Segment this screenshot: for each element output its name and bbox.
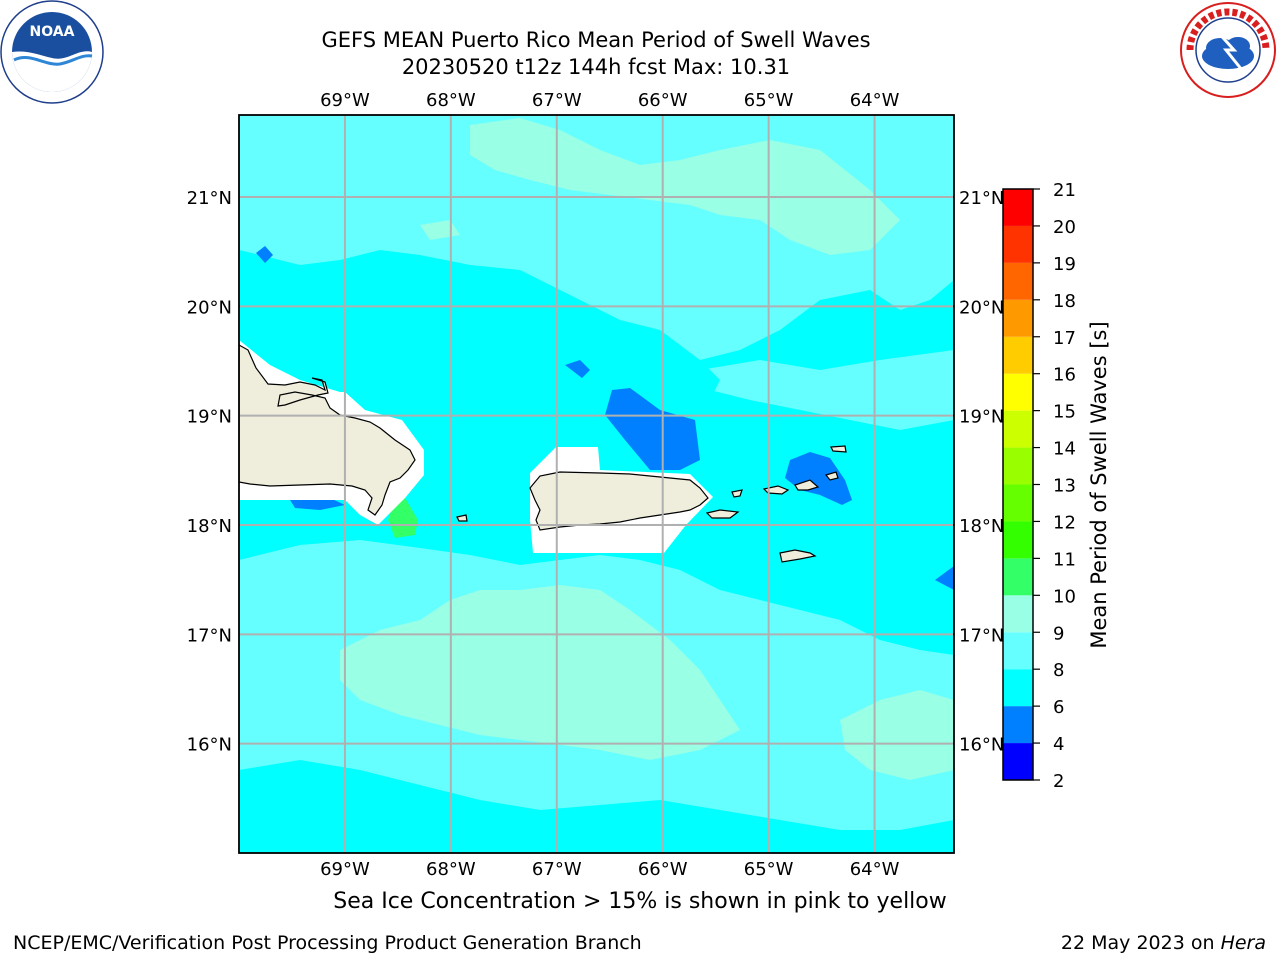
noaa-logo-text: NOAA [30, 24, 75, 40]
colorbar-tick-label: 10 [1053, 586, 1076, 607]
swell-region-4-6-virgin [785, 452, 852, 505]
colorbar-tick-label: 17 [1053, 328, 1076, 349]
lon-label-top: 64°W [850, 90, 900, 111]
land-st-croix [779, 549, 817, 563]
sea-ice-note: Sea Ice Concentration > 15% is shown in … [333, 889, 947, 914]
lon-label-bottom: 66°W [638, 859, 688, 880]
land-virgin-gorda [824, 471, 839, 481]
lat-label-left: 21°N [187, 188, 232, 209]
land-tortola [794, 479, 820, 491]
colorbar-tick-label: 9 [1053, 623, 1064, 644]
colorbar-segment [1003, 189, 1033, 226]
colorbar-segment [1003, 558, 1033, 596]
lon-label-top: 65°W [744, 90, 794, 111]
colorbar-tick-label: 11 [1053, 549, 1076, 570]
lat-label-right: 17°N [959, 625, 1004, 646]
swell-region-9-10 [470, 118, 900, 255]
land-culebra [731, 489, 743, 498]
swell-region-4-6-south-hisp [290, 498, 345, 510]
footer-date: 22 May 2023 on Hera [1061, 932, 1266, 954]
field-layer [239, 115, 954, 853]
colorbar-segment [1003, 521, 1033, 559]
colorbar-tick-label: 15 [1053, 402, 1076, 423]
footer-branch: NCEP/EMC/Verification Post Processing Pr… [13, 932, 642, 954]
lat-label-left: 16°N [187, 735, 232, 756]
axis-labels: 69°W 69°W 68°W 68°W 67°W 67°W 66°W 66°W 65°W 65°W… [187, 90, 1005, 880]
colorbar-tick-label: 4 [1053, 734, 1064, 755]
map-subtitle: 20230520 t12z 144h fcst Max: 10.31 [401, 55, 791, 79]
swell-region-10-11 [388, 498, 418, 538]
land-mona [456, 514, 468, 522]
colorbar-segment [1003, 484, 1033, 522]
colorbar-segment [1003, 299, 1033, 337]
noaa-logo-icon: NOAA [0, 0, 104, 104]
lon-label-top: 67°W [532, 90, 582, 111]
colorbar-segment [1003, 706, 1033, 744]
colorbar-tick-label: 6 [1053, 697, 1064, 718]
colorbar-tick-label: 19 [1053, 254, 1076, 275]
swell-region-9-10-central [340, 585, 740, 760]
land-virgin-islands [762, 485, 790, 495]
footer-date-text: 22 May 2023 on [1060, 932, 1221, 954]
colorbar-segment [1003, 669, 1033, 707]
footer-machine: Hera [1220, 932, 1266, 954]
colorbar-tick-label: 13 [1053, 476, 1076, 497]
lat-label-left: 19°N [187, 407, 232, 428]
colorbar-segment [1003, 262, 1033, 300]
nws-logo-icon [1176, 0, 1280, 100]
colorbar-tick-label: 18 [1053, 291, 1076, 312]
colorbar-tick-label: 2 [1053, 771, 1064, 792]
lat-label-right: 20°N [959, 297, 1004, 318]
grid-layer [239, 115, 954, 853]
lat-label-right: 16°N [959, 735, 1004, 756]
swell-region-9-10-southeast [840, 690, 954, 780]
lon-label-bottom: 64°W [850, 859, 900, 880]
colorbar-tick-label: 8 [1053, 660, 1064, 681]
lat-label-right: 21°N [959, 188, 1004, 209]
swell-region-8-9-east [700, 350, 954, 430]
colorbar-segment [1003, 225, 1033, 263]
colorbar-segment [1003, 595, 1033, 633]
colorbar-tick-label: 20 [1053, 217, 1076, 238]
colorbar-label: Mean Period of Swell Waves [s] [1087, 321, 1111, 648]
swell-region-4-6-mona [605, 388, 700, 470]
colorbar-segment [1003, 447, 1033, 485]
colorbar-segment [1003, 373, 1033, 411]
lat-label-left: 17°N [187, 625, 232, 646]
lat-label-right: 19°N [959, 407, 1004, 428]
swell-region-6-8-south [239, 760, 954, 853]
colorbar: 2 4 6 8 9 10 11 12 13 14 15 16 17 18 19 20 21 [1002, 180, 1076, 792]
colorbar-tick-label: 14 [1053, 439, 1076, 460]
colorbar-segment [1003, 336, 1033, 374]
colorbar-tick-label: 21 [1053, 180, 1076, 201]
lon-label-bottom: 65°W [744, 859, 794, 880]
lon-label-bottom: 69°W [320, 859, 370, 880]
lat-label-right: 18°N [959, 516, 1004, 537]
colorbar-tick-label: 16 [1053, 365, 1076, 386]
lon-label-bottom: 68°W [426, 859, 476, 880]
lon-label-bottom: 67°W [532, 859, 582, 880]
swell-region-4-6-west [256, 246, 273, 263]
colorbar-tick-label: 12 [1053, 512, 1076, 533]
plot-frame [238, 114, 955, 854]
land-anegada [830, 445, 847, 453]
swell-region-6-8-channel [239, 300, 720, 440]
lon-label-top: 66°W [638, 90, 688, 111]
lon-label-top: 69°W [320, 90, 370, 111]
lat-label-left: 18°N [187, 516, 232, 537]
land-vieques [705, 509, 740, 519]
colorbar-segment [1003, 632, 1033, 670]
colorbar-segment [1003, 743, 1033, 780]
lat-label-left: 20°N [187, 297, 232, 318]
swell-region-4-6-north [565, 360, 590, 378]
colorbar-segment [1003, 410, 1033, 448]
lon-label-top: 68°W [426, 90, 476, 111]
map-title: GEFS MEAN Puerto Rico Mean Period of Swe… [321, 28, 871, 52]
swell-region-4-6-east [935, 566, 954, 590]
